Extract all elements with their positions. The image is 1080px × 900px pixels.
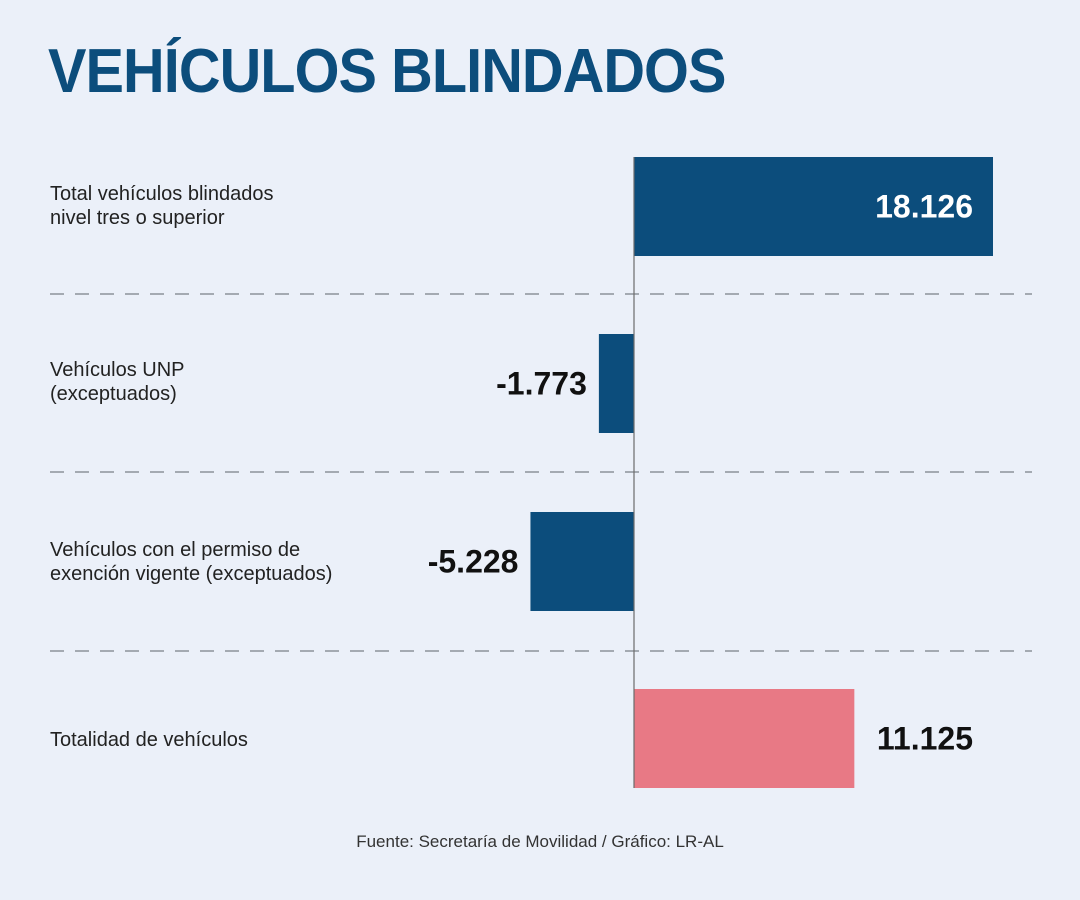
bar-0	[634, 157, 993, 256]
source-note: Fuente: Secretaría de Movilidad / Gráfic…	[356, 832, 724, 851]
bar-3	[634, 689, 855, 788]
bar-2	[530, 512, 634, 611]
category-label-2: Vehículos con el permiso de exención vig…	[50, 539, 333, 585]
value-label-2: -5.228	[428, 544, 519, 580]
category-label-0: Total vehículos blindados nivel tres o s…	[50, 183, 274, 229]
bar-1	[598, 334, 634, 433]
category-label-1: Vehículos UNP (exceptuados)	[50, 359, 185, 405]
category-label-3: Totalidad de vehículos	[50, 729, 248, 751]
value-label-1: -1.773	[496, 366, 587, 402]
value-label-3: 11.125	[877, 721, 973, 757]
chart-title: VEHÍCULOS BLINDADOS	[48, 37, 726, 106]
value-label-0: 18.126	[875, 189, 973, 225]
